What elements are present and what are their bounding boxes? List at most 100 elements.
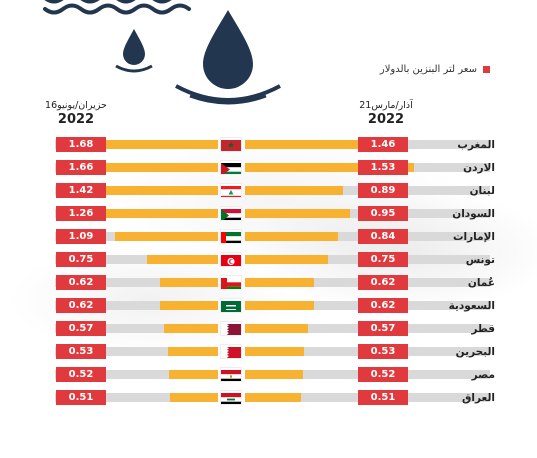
waves-drops-illustration: [43, 0, 281, 105]
bar-june: [169, 370, 218, 379]
bahrain-flag: [220, 344, 242, 359]
chart-row: 0.75 0.75 تونس: [0, 251, 537, 269]
legend-label: سعر لتر البنزين بالدولار: [379, 64, 477, 75]
chart-row: 1.26 0.95 السودان: [0, 205, 537, 223]
value-label-june: 1.66: [56, 160, 106, 175]
bar-track-june: [55, 347, 218, 356]
uae-flag: [220, 229, 242, 244]
bar-march: [245, 163, 415, 172]
chart-row: 0.62 0.62 السعودية: [0, 297, 537, 315]
bar-track-june: [55, 370, 218, 379]
value-label-march: 0.51: [358, 390, 408, 405]
value-label-march: 0.95: [358, 206, 408, 221]
value-label-march: 1.46: [358, 137, 408, 152]
chart-row: 0.51 0.51 العراق: [0, 389, 537, 407]
chart-row: 0.57 0.57 قطر: [0, 320, 537, 338]
bar-march: [245, 255, 328, 264]
country-label: قطر: [471, 323, 495, 335]
bar-march: [245, 186, 344, 195]
value-label-june: 0.57: [56, 321, 106, 336]
jordan-flag: [220, 160, 242, 175]
bar-march: [245, 232, 338, 241]
tunisia-flag: [220, 252, 242, 267]
oman-flag: [220, 275, 242, 290]
bar-march: [245, 324, 309, 333]
value-label-march: 0.75: [358, 252, 408, 267]
legend-swatch: [483, 66, 490, 73]
bar-march: [245, 140, 407, 149]
march-year-label: 2022: [367, 112, 405, 127]
bar-june: [147, 255, 218, 264]
country-label: الإمارات: [452, 231, 495, 243]
bar-track-june: [55, 278, 218, 287]
value-label-march: 0.53: [358, 344, 408, 359]
value-label-june: 0.51: [56, 390, 106, 405]
waves-icon: [43, 0, 191, 15]
value-label-march: 0.57: [358, 321, 408, 336]
value-label-june: 0.62: [56, 275, 106, 290]
value-label-march: 1.53: [358, 160, 408, 175]
country-label: المغرب: [457, 139, 495, 151]
bar-march: [245, 393, 302, 402]
bar-track-june: [55, 324, 218, 333]
march-2022-header: 21آذار/مارس 2022: [356, 100, 416, 127]
value-label-march: 0.89: [358, 183, 408, 198]
lebanon-flag: [220, 183, 242, 198]
bar-march: [245, 278, 314, 287]
bar-march: [245, 209, 351, 218]
value-label-june: 1.42: [56, 183, 106, 198]
bar-june: [59, 140, 218, 149]
country-label: تونس: [465, 254, 495, 266]
june-year-label: 2022: [57, 112, 95, 127]
bar-june: [115, 232, 218, 241]
chart-row: 0.53 0.53 البحرين: [0, 343, 537, 361]
country-label: البحرين: [455, 346, 495, 358]
legend: سعر لتر البنزين بالدولار: [340, 64, 490, 75]
country-label: لبنان: [469, 185, 495, 197]
country-label: الاردن: [463, 162, 495, 174]
morocco-flag: [220, 137, 242, 152]
country-label: السودان: [452, 208, 495, 220]
bar-track-june: [55, 255, 218, 264]
bar-track-june: [55, 301, 218, 310]
bar-june: [168, 347, 218, 356]
egypt-flag: [220, 367, 242, 382]
value-label-march: 0.84: [358, 229, 408, 244]
value-label-june: 0.62: [56, 298, 106, 313]
value-label-june: 0.52: [56, 367, 106, 382]
chart-row: 1.09 0.84 الإمارات: [0, 228, 537, 246]
chart-row: 1.42 0.89 لبنان: [0, 182, 537, 200]
small-water-drop-icon: [115, 29, 153, 73]
country-label: عُمان: [467, 277, 495, 289]
iraq-flag: [220, 390, 242, 405]
large-water-drop-icon: [175, 10, 281, 105]
bar-june: [164, 324, 218, 333]
value-label-june: 0.53: [56, 344, 106, 359]
value-label-june: 1.68: [56, 137, 106, 152]
country-label: مصر: [471, 369, 495, 381]
chart-row: 0.62 0.62 عُمان: [0, 274, 537, 292]
bar-june: [84, 186, 218, 195]
sudan-flag: [220, 206, 242, 221]
bar-june: [159, 301, 218, 310]
value-label-june: 1.26: [56, 206, 106, 221]
chart-row: 0.52 0.52 مصر: [0, 366, 537, 384]
qatar-flag: [220, 321, 242, 336]
bar-march: [245, 347, 304, 356]
bar-june: [61, 163, 218, 172]
bar-june: [170, 393, 218, 402]
june-date-label: 16حزيران/يونيو: [45, 100, 107, 111]
value-label-june: 1.09: [56, 229, 106, 244]
chart-row: 1.68 1.46 المغرب: [0, 136, 537, 154]
bar-march: [245, 301, 314, 310]
country-label: السعودية: [448, 300, 495, 312]
march-date-label: 21آذار/مارس: [359, 100, 413, 111]
saudi-flag: [220, 298, 242, 313]
country-label: العراق: [462, 392, 495, 404]
bar-track-june: [55, 393, 218, 402]
chart-row: 1.66 1.53 الاردن: [0, 159, 537, 177]
bar-march: [245, 370, 303, 379]
value-label-march: 0.52: [358, 367, 408, 382]
value-label-june: 0.75: [56, 252, 106, 267]
